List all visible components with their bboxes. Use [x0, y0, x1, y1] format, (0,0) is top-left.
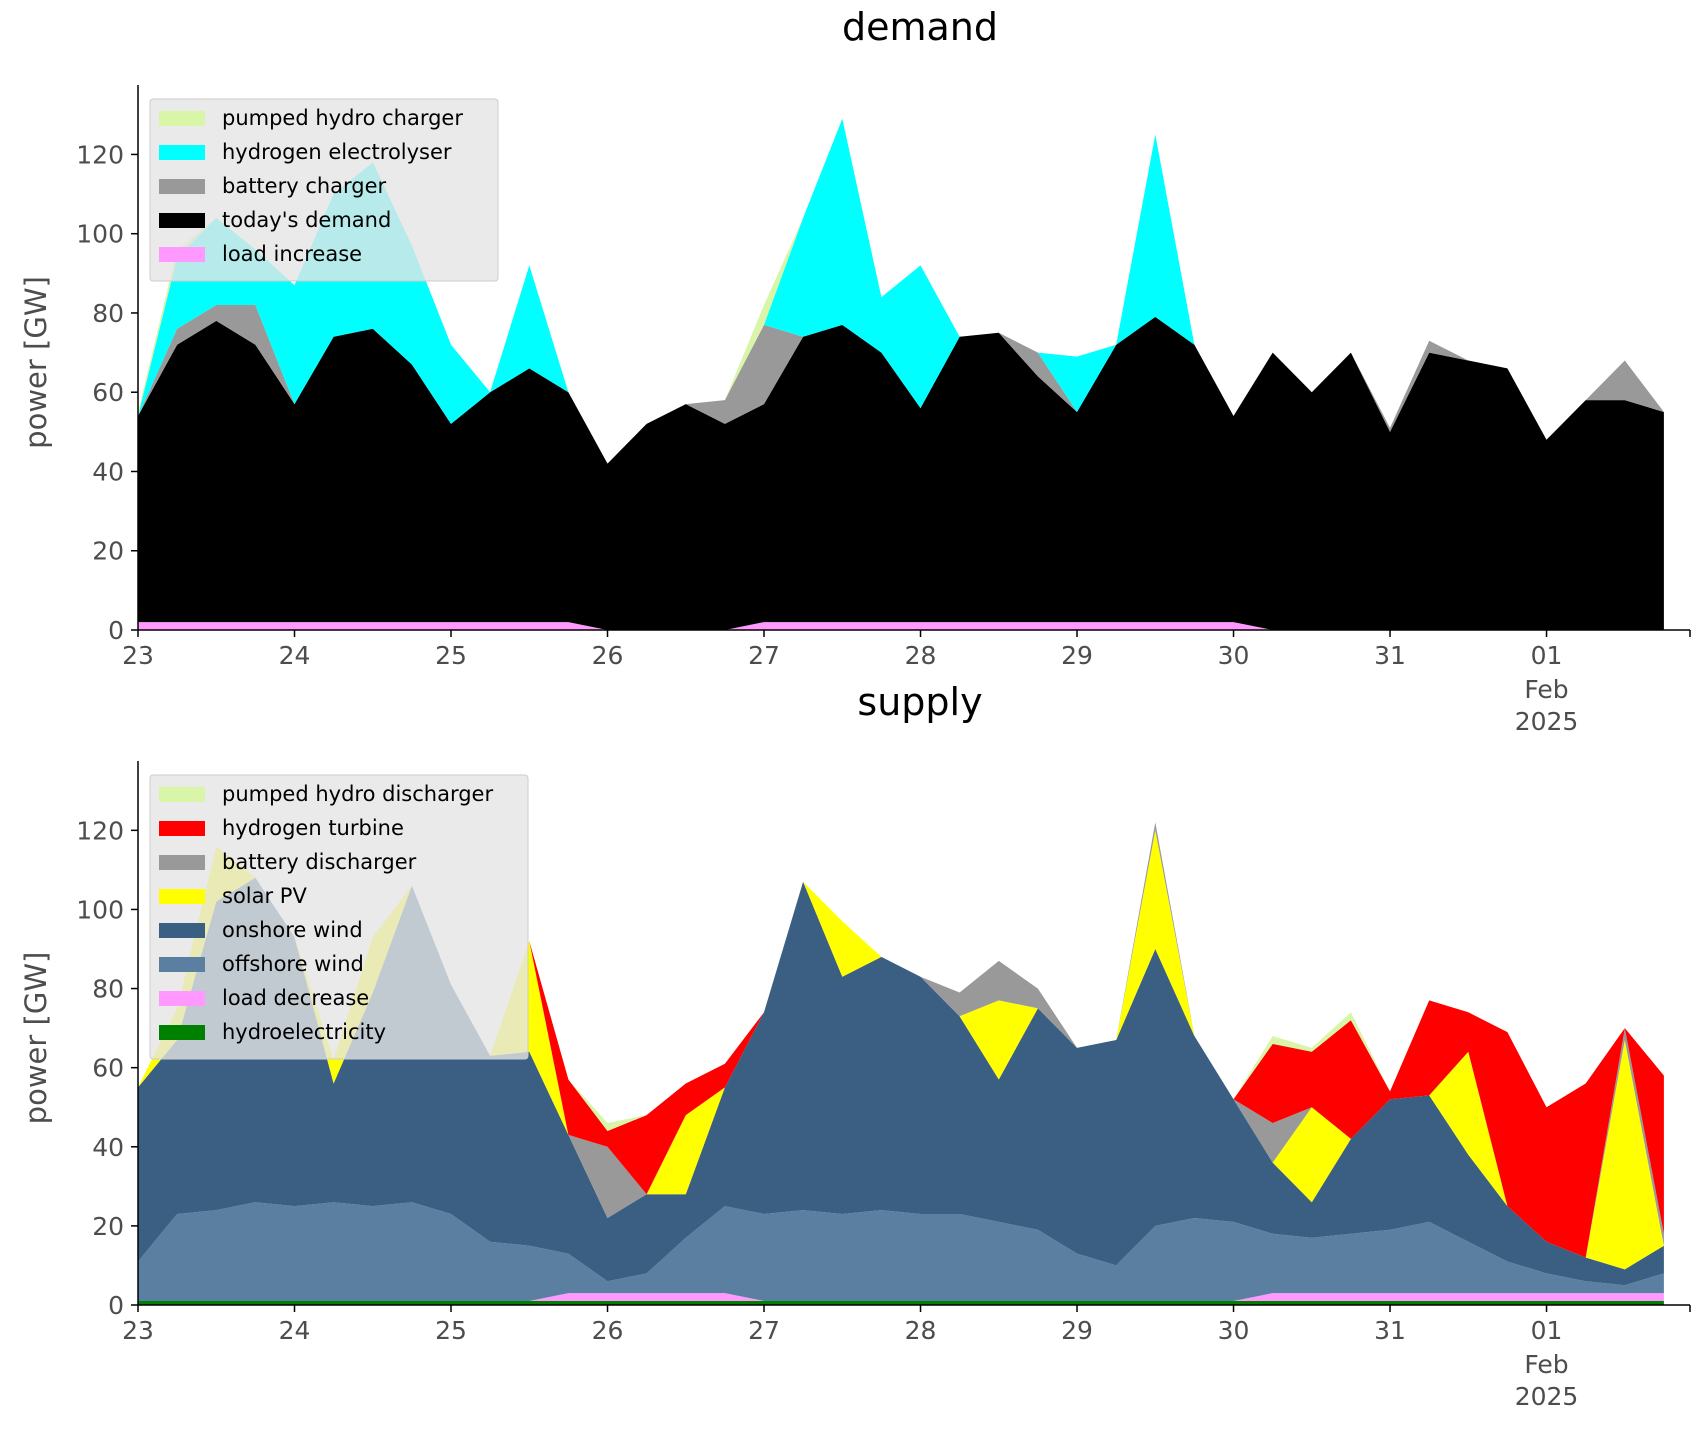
x-tick-label: 24: [279, 1316, 311, 1345]
legend-label-today-s-demand: today's demand: [222, 208, 391, 232]
series-areas: [138, 118, 1664, 630]
x-tick-label: 28: [905, 641, 937, 670]
x-tick-label: 26: [592, 641, 624, 670]
x-tick-label: 25: [435, 1316, 467, 1345]
x-tick-label: 27: [748, 1316, 780, 1345]
legend-swatch-offshore-wind: [159, 957, 205, 972]
area-solar-pv: [138, 830, 1664, 1270]
y-tick-label: 20: [92, 537, 124, 566]
y-tick-label: 0: [108, 616, 124, 645]
x-tick-label: 24: [279, 641, 311, 670]
y-axis-label: power [GW]: [19, 952, 53, 1125]
area-load-decrease: [138, 1293, 1664, 1301]
legend-swatch-pumped-hydro-charger: [159, 111, 205, 126]
legend-swatch-onshore-wind: [159, 923, 205, 938]
legend-label-hydrogen-turbine: hydrogen turbine: [222, 816, 404, 840]
area-load-increase: [138, 622, 1664, 630]
x-tick-label: 23: [122, 1316, 154, 1345]
chart-title: supply: [857, 680, 982, 724]
y-tick-label: 20: [92, 1212, 124, 1241]
x-tick-label: 01: [1531, 1316, 1563, 1345]
x-tick-label-extra: 2025: [1515, 707, 1579, 736]
legend-label-load-increase: load increase: [222, 242, 362, 266]
x-tick-label: 28: [905, 1316, 937, 1345]
legend-label-battery-charger: battery charger: [222, 174, 387, 198]
y-tick-label: 120: [76, 140, 124, 169]
supply-panel: supply power [GW] 0 20 40 60 80 100 120 23 24 25 26 2…: [19, 680, 1691, 1411]
area-onshore-wind: [138, 877, 1664, 1286]
area-battery-discharger: [138, 822, 1664, 1258]
x-tick-label: 29: [1061, 641, 1093, 670]
y-tick-label: 60: [92, 1054, 124, 1083]
y-tick-label: 60: [92, 378, 124, 407]
y-tick-label: 80: [92, 975, 124, 1004]
x-tick-label: 29: [1061, 1316, 1093, 1345]
x-tick-label: 30: [1218, 1316, 1250, 1345]
y-tick-label: 100: [76, 895, 124, 924]
legend-label-battery-discharger: battery discharger: [222, 850, 417, 874]
legend-swatch-hydrogen-turbine: [159, 821, 205, 836]
legend-label-pumped-hydro-discharger: pumped hydro discharger: [222, 782, 493, 806]
legend-swatch-hydroelectricity: [159, 1025, 205, 1040]
area-offshore-wind: [138, 1202, 1664, 1301]
legend-label-solar-pv: solar PV: [222, 884, 307, 908]
legend-label-load-decrease: load decrease: [222, 986, 369, 1010]
area-hydrogen-electrolyser: [138, 118, 1664, 464]
y-axis-label: power [GW]: [19, 276, 53, 449]
area-hydroelectricity: [138, 1301, 1664, 1305]
demand-panel: demand power [GW] 0 20 40 60 80 100 120 23 24 25 26 2…: [19, 5, 1691, 736]
legend: pumped hydro charger hydrogen electrolyse…: [149, 98, 499, 282]
legend-swatch-load-increase: [159, 247, 205, 262]
chart-title: demand: [842, 5, 998, 49]
y-tick-label: 40: [92, 457, 124, 486]
legend-swatch-today-s-demand: [159, 213, 205, 228]
x-tick-label: 25: [435, 641, 467, 670]
legend-swatch-hydrogen-electrolyser: [159, 145, 205, 160]
x-tick-label: 27: [748, 641, 780, 670]
legend: pumped hydro discharger hydrogen turbine b…: [149, 774, 529, 1060]
area-today-s-demand: [138, 316, 1664, 630]
legend-label-offshore-wind: offshore wind: [222, 952, 364, 976]
x-tick-label-extra: 2025: [1515, 1382, 1579, 1411]
y-tick-label: 80: [92, 299, 124, 328]
y-tick-label: 40: [92, 1133, 124, 1162]
series-areas: [138, 822, 1664, 1305]
x-tick-label: 26: [592, 1316, 624, 1345]
x-tick-label-extra: Feb: [1524, 1350, 1568, 1379]
legend-label-pumped-hydro-charger: pumped hydro charger: [222, 106, 463, 130]
legend-swatch-battery-discharger: [159, 855, 205, 870]
y-tick-label: 100: [76, 220, 124, 249]
area-hydrogen-turbine: [138, 822, 1664, 1258]
legend-label-hydroelectricity: hydroelectricity: [222, 1020, 386, 1044]
legend-swatch-pumped-hydro-discharger: [159, 787, 205, 802]
legend-box: [149, 774, 529, 1060]
x-tick-label: 31: [1374, 641, 1406, 670]
legend-label-hydrogen-electrolyser: hydrogen electrolyser: [222, 140, 452, 164]
x-tick-label: 23: [122, 641, 154, 670]
y-tick-label: 120: [76, 816, 124, 845]
legend-swatch-solar-pv: [159, 889, 205, 904]
legend-swatch-load-decrease: [159, 991, 205, 1006]
x-tick-label: 30: [1218, 641, 1250, 670]
x-tick-label: 31: [1374, 1316, 1406, 1345]
y-tick-label: 0: [108, 1291, 124, 1320]
legend-label-onshore-wind: onshore wind: [222, 918, 363, 942]
x-tick-label: 01: [1531, 641, 1563, 670]
legend-box: [149, 98, 499, 282]
legend-swatch-battery-charger: [159, 179, 205, 194]
x-tick-label-extra: Feb: [1524, 675, 1568, 704]
